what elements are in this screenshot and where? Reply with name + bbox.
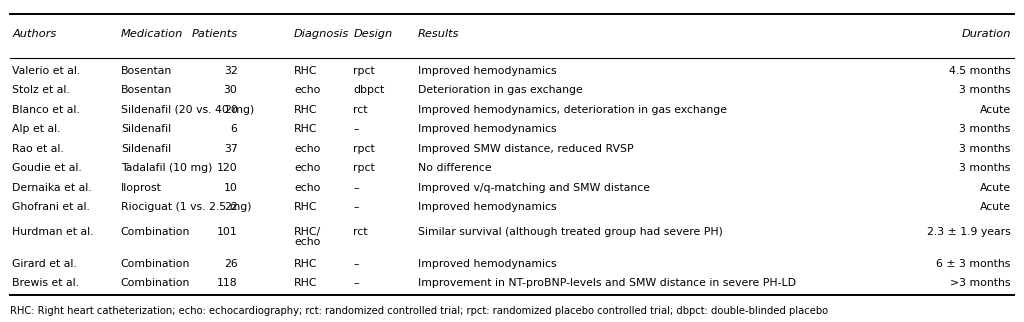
Text: –: –: [353, 183, 358, 193]
Text: Brewis et al.: Brewis et al.: [12, 279, 79, 289]
Text: 30: 30: [223, 85, 238, 95]
Text: No difference: No difference: [418, 163, 492, 173]
Text: 3 months: 3 months: [959, 163, 1011, 173]
Text: Combination: Combination: [121, 279, 190, 289]
Text: Iloprost: Iloprost: [121, 183, 162, 193]
Text: 120: 120: [217, 163, 238, 173]
Text: RHC: RHC: [294, 279, 317, 289]
Text: 37: 37: [224, 144, 238, 154]
Text: echo: echo: [294, 144, 321, 154]
Text: Diagnosis: Diagnosis: [294, 29, 349, 39]
Text: Improved SMW distance, reduced RVSP: Improved SMW distance, reduced RVSP: [418, 144, 634, 154]
Text: RHC: RHC: [294, 124, 317, 134]
Text: Improved v/q-matching and SMW distance: Improved v/q-matching and SMW distance: [418, 183, 650, 193]
Text: 22: 22: [224, 202, 238, 212]
Text: –: –: [353, 279, 358, 289]
Text: Improved hemodynamics: Improved hemodynamics: [418, 259, 556, 269]
Text: Medication: Medication: [121, 29, 183, 39]
Text: Acute: Acute: [980, 202, 1011, 212]
Text: 20: 20: [223, 105, 238, 115]
Text: RHC/: RHC/: [294, 227, 321, 237]
Text: Patients: Patients: [191, 29, 238, 39]
Text: Authors: Authors: [12, 29, 56, 39]
Text: Improved hemodynamics, deterioration in gas exchange: Improved hemodynamics, deterioration in …: [418, 105, 727, 115]
Text: Bosentan: Bosentan: [121, 66, 172, 76]
Text: Bosentan: Bosentan: [121, 85, 172, 95]
Text: Combination: Combination: [121, 227, 190, 237]
Text: Girard et al.: Girard et al.: [12, 259, 77, 269]
Text: Similar survival (although treated group had severe PH): Similar survival (although treated group…: [418, 227, 723, 237]
Text: 3 months: 3 months: [959, 85, 1011, 95]
Text: 101: 101: [217, 227, 238, 237]
Text: –: –: [353, 124, 358, 134]
Text: Hurdman et al.: Hurdman et al.: [12, 227, 94, 237]
Text: Acute: Acute: [980, 105, 1011, 115]
Text: Valerio et al.: Valerio et al.: [12, 66, 81, 76]
Text: 3 months: 3 months: [959, 124, 1011, 134]
Text: 32: 32: [224, 66, 238, 76]
Text: Improved hemodynamics: Improved hemodynamics: [418, 124, 556, 134]
Text: 6: 6: [230, 124, 238, 134]
Text: –: –: [353, 202, 358, 212]
Text: echo: echo: [294, 85, 321, 95]
Text: rct: rct: [353, 105, 368, 115]
Text: Sildenafil (20 vs. 40 mg): Sildenafil (20 vs. 40 mg): [121, 105, 254, 115]
Text: Blanco et al.: Blanco et al.: [12, 105, 80, 115]
Text: Improvement in NT-proBNP-levels and SMW distance in severe PH-LD: Improvement in NT-proBNP-levels and SMW …: [418, 279, 796, 289]
Text: Stolz et al.: Stolz et al.: [12, 85, 70, 95]
Text: Duration: Duration: [962, 29, 1011, 39]
Text: RHC: RHC: [294, 105, 317, 115]
Text: Improved hemodynamics: Improved hemodynamics: [418, 66, 556, 76]
Text: 4.5 months: 4.5 months: [949, 66, 1011, 76]
Text: Acute: Acute: [980, 183, 1011, 193]
Text: Riociguat (1 vs. 2.5 mg): Riociguat (1 vs. 2.5 mg): [121, 202, 251, 212]
Text: rpct: rpct: [353, 163, 375, 173]
Text: >3 months: >3 months: [950, 279, 1011, 289]
Text: 10: 10: [223, 183, 238, 193]
Text: Deterioration in gas exchange: Deterioration in gas exchange: [418, 85, 583, 95]
Text: Design: Design: [353, 29, 392, 39]
Text: rpct: rpct: [353, 66, 375, 76]
Text: Dernaika et al.: Dernaika et al.: [12, 183, 92, 193]
Text: 118: 118: [217, 279, 238, 289]
Text: echo: echo: [294, 237, 321, 247]
Text: Alp et al.: Alp et al.: [12, 124, 60, 134]
Text: RHC: Right heart catheterization; echo: echocardiography; rct: randomized contro: RHC: Right heart catheterization; echo: …: [10, 306, 828, 316]
Text: echo: echo: [294, 183, 321, 193]
Text: RHC: RHC: [294, 66, 317, 76]
Text: RHC: RHC: [294, 259, 317, 269]
Text: –: –: [353, 259, 358, 269]
Text: Improved hemodynamics: Improved hemodynamics: [418, 202, 556, 212]
Text: 3 months: 3 months: [959, 144, 1011, 154]
Text: dbpct: dbpct: [353, 85, 385, 95]
Text: RHC: RHC: [294, 202, 317, 212]
Text: rpct: rpct: [353, 144, 375, 154]
Text: Combination: Combination: [121, 259, 190, 269]
Text: Sildenafil: Sildenafil: [121, 124, 171, 134]
Text: echo: echo: [294, 163, 321, 173]
Text: Ghofrani et al.: Ghofrani et al.: [12, 202, 90, 212]
Text: Goudie et al.: Goudie et al.: [12, 163, 82, 173]
Text: rct: rct: [353, 227, 368, 237]
Text: 2.3 ± 1.9 years: 2.3 ± 1.9 years: [927, 227, 1011, 237]
Text: Sildenafil: Sildenafil: [121, 144, 171, 154]
Text: Tadalafil (10 mg): Tadalafil (10 mg): [121, 163, 212, 173]
Text: Results: Results: [418, 29, 460, 39]
Text: 6 ± 3 months: 6 ± 3 months: [936, 259, 1011, 269]
Text: Rao et al.: Rao et al.: [12, 144, 65, 154]
Text: 26: 26: [224, 259, 238, 269]
